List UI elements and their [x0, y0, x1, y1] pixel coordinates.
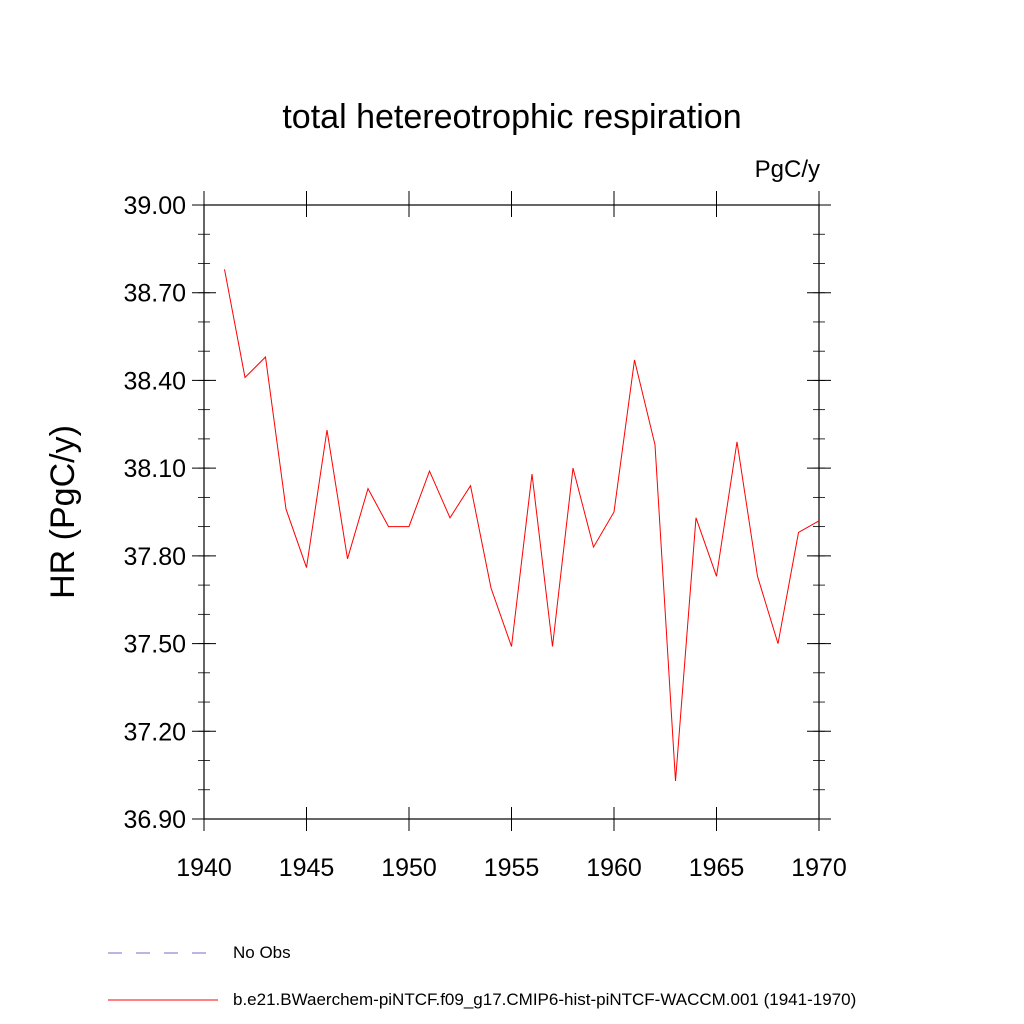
x-tick-label: 1970 [791, 854, 847, 882]
y-axis-label: HR (PgC/y) [44, 425, 82, 599]
x-tick-label: 1950 [381, 854, 437, 882]
y-tick-label: 38.70 [123, 280, 186, 308]
x-tick-label: 1955 [484, 854, 540, 882]
x-tick-label: 1940 [176, 854, 232, 882]
y-tick-label: 38.10 [123, 455, 186, 483]
x-tick-label: 1965 [689, 854, 745, 882]
units-label: PgC/y [754, 156, 820, 183]
y-tick-label: 36.90 [123, 806, 186, 834]
y-tick-label: 37.80 [123, 543, 186, 571]
y-tick-label: 37.20 [123, 718, 186, 746]
series-line-model-run [224, 269, 820, 782]
y-tick-label: 39.00 [123, 192, 186, 220]
legend-label-model-run: b.e21.BWaerchem-piNTCF.f09_g17.CMIP6-his… [233, 990, 857, 1009]
y-tick-label: 38.40 [123, 367, 186, 395]
chart-title: total hetereotrophic respiration [282, 98, 742, 136]
x-tick-label: 1960 [586, 854, 642, 882]
y-tick-label: 37.50 [123, 631, 186, 659]
legend-label-no-obs: No Obs [233, 943, 291, 962]
x-tick-label: 1945 [279, 854, 335, 882]
